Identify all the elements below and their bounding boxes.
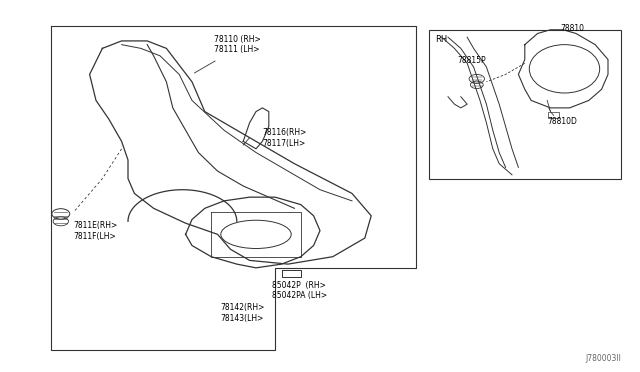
Text: 78110 (RH>
78111 (LH>: 78110 (RH> 78111 (LH> <box>214 35 261 54</box>
Text: RH: RH <box>435 35 447 44</box>
Text: J780003II: J780003II <box>585 354 621 363</box>
Bar <box>429 30 621 179</box>
Text: 78815P: 78815P <box>458 56 486 65</box>
Text: 78810D: 78810D <box>547 117 577 126</box>
Text: 78810: 78810 <box>560 24 584 33</box>
Text: 78142(RH>
78143(LH>: 78142(RH> 78143(LH> <box>221 303 265 323</box>
Text: 7811E(RH>
7811F(LH>: 7811E(RH> 7811F(LH> <box>74 221 118 241</box>
Bar <box>548 112 559 118</box>
Text: 85042P  (RH>
85042PA (LH>: 85042P (RH> 85042PA (LH> <box>272 281 327 300</box>
Text: 78116(RH>
78117(LH>: 78116(RH> 78117(LH> <box>262 128 307 148</box>
